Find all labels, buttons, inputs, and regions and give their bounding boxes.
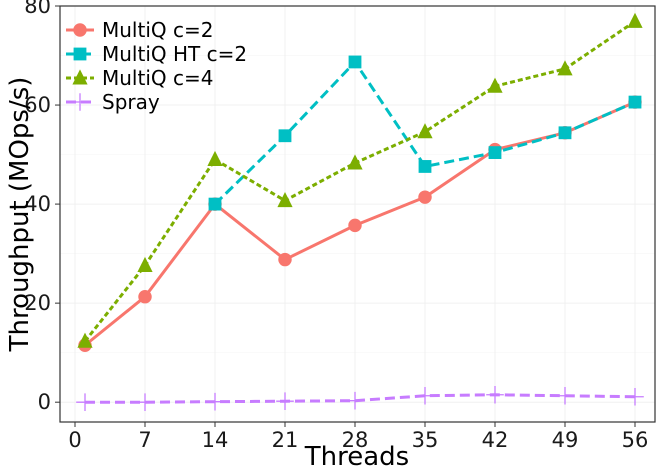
legend-label: Spray xyxy=(102,90,160,114)
legend-label: MultiQ HT c=2 xyxy=(102,42,247,66)
data-point xyxy=(348,218,362,233)
legend-swatch-marker xyxy=(73,47,87,61)
y-axis-title: Throughput (MOps/s) xyxy=(5,77,35,353)
data-point xyxy=(276,392,294,410)
data-point xyxy=(136,393,154,411)
axes: 0 20 40 60 80 0 7 14 21 28 35 42 49 56 xyxy=(24,0,648,452)
data-point xyxy=(486,385,504,404)
data-point xyxy=(346,391,364,410)
legend-label: MultiQ c=4 xyxy=(102,66,213,90)
legend-swatch-marker xyxy=(72,69,88,85)
y-tick-label: 0 xyxy=(38,390,51,414)
data-point xyxy=(278,129,292,143)
data-point xyxy=(137,256,153,272)
series-group xyxy=(76,12,644,411)
data-point xyxy=(278,252,292,267)
data-point xyxy=(206,392,224,411)
data-point xyxy=(76,393,94,411)
data-point xyxy=(277,191,293,208)
x-tick-label: 28 xyxy=(342,428,369,452)
legend-item: MultiQ c=2 xyxy=(66,18,213,42)
y-tick-label: 20 xyxy=(24,291,51,315)
data-point xyxy=(626,387,644,406)
legend-label: MultiQ c=2 xyxy=(102,18,213,42)
data-point xyxy=(418,190,432,204)
data-point xyxy=(347,154,363,170)
grid xyxy=(60,5,655,422)
series-multiq-c-4 xyxy=(77,12,643,348)
x-axis-title: Threads xyxy=(304,442,409,470)
legend-item: Spray xyxy=(66,90,160,114)
y-tick-label: 40 xyxy=(24,192,51,216)
x-tick-label: 7 xyxy=(138,428,151,452)
data-point xyxy=(558,126,572,140)
x-tick-label: 14 xyxy=(202,428,229,452)
data-point xyxy=(628,95,642,109)
x-tick-label: 56 xyxy=(622,428,649,452)
legend-item: MultiQ c=4 xyxy=(66,66,213,90)
x-tick-label: 21 xyxy=(272,428,299,452)
data-point xyxy=(207,150,223,167)
data-point xyxy=(418,160,432,173)
legend-item: MultiQ HT c=2 xyxy=(66,42,247,66)
x-tick-label: 35 xyxy=(412,428,439,452)
data-point xyxy=(208,197,222,211)
data-point xyxy=(488,146,502,159)
data-point xyxy=(77,332,93,348)
x-tick-label: 42 xyxy=(482,428,509,452)
plot-border xyxy=(59,5,656,423)
data-point xyxy=(627,12,643,28)
x-tick-label: 49 xyxy=(552,428,579,452)
legend-swatch-marker xyxy=(71,93,89,111)
data-point xyxy=(557,60,573,76)
y-tick-label: 80 xyxy=(24,0,51,18)
data-point xyxy=(487,77,503,93)
y-tick-label: 60 xyxy=(24,93,51,117)
data-point xyxy=(348,55,362,69)
x-tick-label: 0 xyxy=(68,428,81,452)
series-multiq-ht-c-2 xyxy=(208,55,642,211)
series-multiq-c-2 xyxy=(78,95,642,352)
data-point xyxy=(138,289,152,304)
data-point xyxy=(556,386,574,405)
data-point xyxy=(417,123,433,139)
legend-swatch-marker xyxy=(73,23,87,37)
series-spray xyxy=(76,385,644,411)
data-point xyxy=(416,386,434,405)
